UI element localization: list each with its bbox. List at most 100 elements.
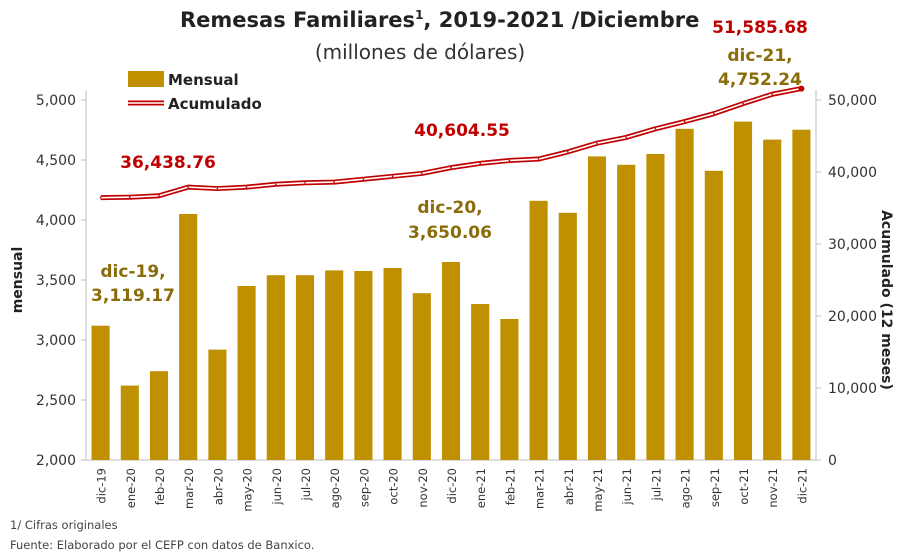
legend-acumulado-label: Acumulado <box>168 95 262 113</box>
x-tick-label: jun-20 <box>270 468 284 506</box>
x-tick-label: jul-21 <box>649 468 663 501</box>
x-tick-label: abr-20 <box>211 468 225 505</box>
x-tick-label: ene-21 <box>474 468 488 508</box>
bar-mensual <box>558 212 577 460</box>
annotation-acumulado-dic21: 51,585.68 <box>712 18 808 38</box>
x-tick-label: dic-20 <box>445 468 459 504</box>
line-point-acumulado <box>537 158 540 160</box>
annotation-dic20-value: 3,650.06 <box>408 223 492 243</box>
annotation-acumulado-dic19: 36,438.76 <box>120 153 216 173</box>
left-tick-label: 3,000 <box>36 333 76 349</box>
bar-mensual <box>295 275 315 460</box>
x-tick-label: feb-21 <box>503 468 517 505</box>
annotation-dic19-value: 3,119.17 <box>91 286 175 306</box>
line-point-acumulado <box>683 120 686 123</box>
annotation-dic20-label: dic-20, <box>417 198 482 218</box>
footnote-cifras: 1/ Cifras originales <box>10 518 118 532</box>
right-tick-label: 20,000 <box>828 309 877 325</box>
left-tick-label: 4,500 <box>36 153 76 169</box>
x-tick-label: jul-20 <box>299 468 313 501</box>
line-point-acumulado <box>129 196 131 198</box>
bar-mensual <box>617 164 636 461</box>
line-point-acumulado <box>391 175 394 178</box>
right-tick-label: 50,000 <box>828 93 877 109</box>
line-point-acumulado <box>625 136 627 139</box>
right-tick-label: 40,000 <box>828 165 877 181</box>
left-tick-label: 4,000 <box>36 213 76 229</box>
x-tick-label: dic-21 <box>795 468 809 504</box>
line-point-acumulado <box>654 128 657 130</box>
bar-mensual <box>412 293 431 460</box>
right-tick-label: 0 <box>828 453 837 469</box>
bar-mensual <box>149 371 169 460</box>
bar-mensual <box>529 200 548 461</box>
legend-mensual-swatch <box>128 71 164 87</box>
bar-mensual <box>733 121 753 460</box>
left-tick-label: 2,000 <box>36 453 76 469</box>
bar-mensual <box>763 139 782 460</box>
annotation-dic21-value: 4,752.24 <box>718 70 802 90</box>
bar-mensual <box>325 270 344 460</box>
line-point-acumulado <box>99 196 102 199</box>
bar-mensual <box>500 319 519 460</box>
bar-mensual <box>587 156 607 460</box>
line-point-acumulado <box>742 102 744 105</box>
bar-mensual <box>471 304 490 460</box>
bar-mensual <box>646 154 665 460</box>
bar-mensual <box>120 385 139 460</box>
line-point-acumulado <box>596 142 598 144</box>
chart-title-text: Remesas Familiares <box>180 8 416 32</box>
x-tick-label: mar-21 <box>533 468 547 509</box>
line-point-acumulado <box>450 166 452 169</box>
x-tick-label: may-21 <box>591 468 605 512</box>
bar-mensual <box>179 214 198 460</box>
bar-mensual <box>91 325 110 460</box>
x-tick-label: ago-21 <box>679 468 693 508</box>
left-tick-label: 2,500 <box>36 393 76 409</box>
line-end-marker <box>798 85 805 92</box>
x-tick-label: jun-21 <box>620 468 634 506</box>
right-axis-title: Acumulado (12 meses) <box>878 210 894 390</box>
x-tick-label: sep-20 <box>357 468 371 507</box>
x-tick-label: nov-21 <box>766 468 780 508</box>
line-point-acumulado <box>187 186 189 188</box>
bar-mensual <box>237 286 256 460</box>
x-tick-label: nov-20 <box>416 468 430 508</box>
x-tick-label: feb-20 <box>153 468 167 505</box>
line-point-acumulado <box>362 178 365 180</box>
line-point-acumulado <box>333 181 336 183</box>
x-tick-label: oct-20 <box>387 468 401 505</box>
line-point-acumulado <box>771 93 773 96</box>
x-tick-label: ene-20 <box>124 468 138 508</box>
chart-title-rest: , 2019-2021 /Diciembre <box>423 8 700 32</box>
x-tick-label: mar-20 <box>182 468 196 509</box>
bar-mensual <box>208 349 227 460</box>
line-point-acumulado <box>216 187 219 190</box>
bar-mensual <box>441 261 461 460</box>
annotation-dic21-label: dic-21, <box>727 46 792 66</box>
chart-title: Remesas Familiares1, 2019-2021 /Diciembr… <box>180 8 699 32</box>
line-point-acumulado <box>479 162 482 165</box>
x-tick-label: dic-19 <box>95 468 109 504</box>
line-point-acumulado <box>304 182 306 184</box>
annotation-dic19-label: dic-19, <box>100 262 165 282</box>
left-tick-label: 5,000 <box>36 93 76 109</box>
left-axis-title: mensual <box>10 247 26 314</box>
line-point-acumulado <box>245 186 248 188</box>
line-point-acumulado <box>421 172 423 175</box>
x-tick-label: sep-21 <box>708 468 722 507</box>
x-tick-label: abr-21 <box>562 468 576 505</box>
x-tick-label: may-20 <box>241 468 255 512</box>
left-tick-label: 3,500 <box>36 273 76 289</box>
line-point-acumulado <box>158 194 160 197</box>
legend-mensual-label: Mensual <box>168 71 239 89</box>
chart-subtitle: (millones de dólares) <box>314 40 526 64</box>
bar-mensual <box>266 275 285 460</box>
line-point-acumulado <box>713 112 715 115</box>
annotation-acumulado-dic20: 40,604.55 <box>414 121 510 141</box>
bar-mensual <box>792 129 811 460</box>
right-tick-label: 10,000 <box>828 381 877 397</box>
bar-mensual <box>704 170 723 461</box>
x-tick-label: ago-20 <box>328 468 342 508</box>
bar-mensual <box>675 128 694 461</box>
